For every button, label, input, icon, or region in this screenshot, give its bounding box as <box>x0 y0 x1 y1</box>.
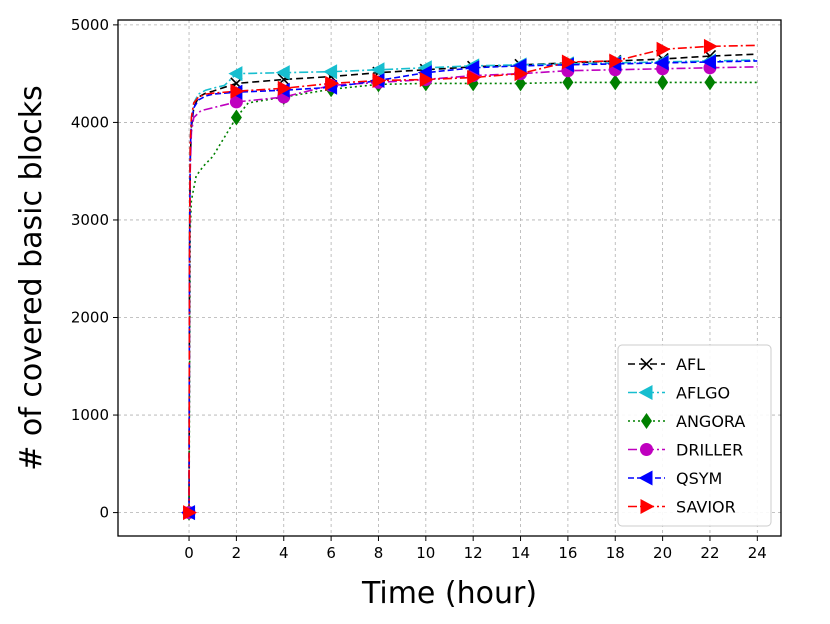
angora-point <box>657 74 669 91</box>
x-tick-label: 8 <box>374 544 384 562</box>
legend-marker <box>640 443 653 456</box>
series-markers <box>181 38 718 521</box>
x-tick-label: 16 <box>558 544 577 562</box>
x-axis-title: Time (hour) <box>361 576 537 611</box>
legend-label: QSYM <box>676 469 722 488</box>
savior-point <box>514 66 529 82</box>
savior-point <box>325 75 340 91</box>
legend-marker <box>641 413 652 429</box>
y-tick-label: 1000 <box>71 406 109 424</box>
legend-marker <box>640 357 653 371</box>
y-tick-label: 3000 <box>71 211 109 229</box>
savior-point <box>467 70 482 86</box>
aflgo-point <box>275 65 290 81</box>
savior-point <box>656 41 671 57</box>
legend-marker <box>640 499 655 514</box>
legend-label: SAVIOR <box>676 498 736 517</box>
legend: AFL AFLGO ANGORA DRILLER QSYM SAVIOR <box>617 344 772 527</box>
savior-series-line <box>188 44 758 513</box>
qsym-point <box>701 54 716 70</box>
x-tick-label: 6 <box>326 544 336 562</box>
x-tick-label: 0 <box>184 544 194 562</box>
angora-point <box>562 74 574 91</box>
legend-marker <box>638 470 653 486</box>
y-tick-label: 5000 <box>71 16 109 34</box>
driller-point <box>229 95 243 109</box>
savior-point <box>230 83 245 99</box>
savior-point <box>277 80 292 96</box>
legend-marker <box>638 385 653 400</box>
x-tick-label: 14 <box>511 544 530 562</box>
legend-label: DRILLER <box>676 441 743 460</box>
x-tick-label: 20 <box>653 544 672 562</box>
savior-point <box>419 72 434 88</box>
aflgo-point <box>323 64 338 80</box>
qsym-point <box>465 60 480 76</box>
aflgo-point <box>228 66 243 82</box>
legend-label: AFLGO <box>676 384 730 403</box>
angora-point <box>704 74 716 91</box>
savior-point <box>561 54 576 70</box>
savior-point <box>372 72 387 88</box>
aflgo-point <box>370 62 385 78</box>
x-tick-label: 4 <box>279 544 289 562</box>
qsym-point <box>417 65 432 81</box>
qsym-point <box>654 55 669 71</box>
x-tick-label: 24 <box>748 544 767 562</box>
x-tick-label: 10 <box>416 544 435 562</box>
qsym-point <box>512 58 527 74</box>
y-tick-label: 4000 <box>71 113 109 131</box>
y-tick-label: 0 <box>99 504 109 522</box>
x-tick-label: 18 <box>606 544 625 562</box>
savior-point <box>703 38 718 54</box>
savior-point <box>183 505 198 521</box>
axis-ticks: 0 2 4 6 8 10 12 14 16 18 20 22 240100020003000400050… <box>71 16 767 562</box>
x-tick-label: 12 <box>464 544 483 562</box>
grid <box>118 20 781 536</box>
legend-box <box>617 344 772 527</box>
x-tick-label: 22 <box>700 544 719 562</box>
plot-frame <box>117 19 782 537</box>
y-tick-label: 2000 <box>71 309 109 327</box>
x-tick-label: 2 <box>232 544 242 562</box>
legend-label: ANGORA <box>676 412 745 431</box>
angora-point <box>609 74 621 91</box>
legend-label: AFL <box>676 355 705 374</box>
angora-point <box>230 109 242 126</box>
savior-point <box>609 53 624 69</box>
y-axis-title: # of covered basic blocks <box>14 85 49 471</box>
